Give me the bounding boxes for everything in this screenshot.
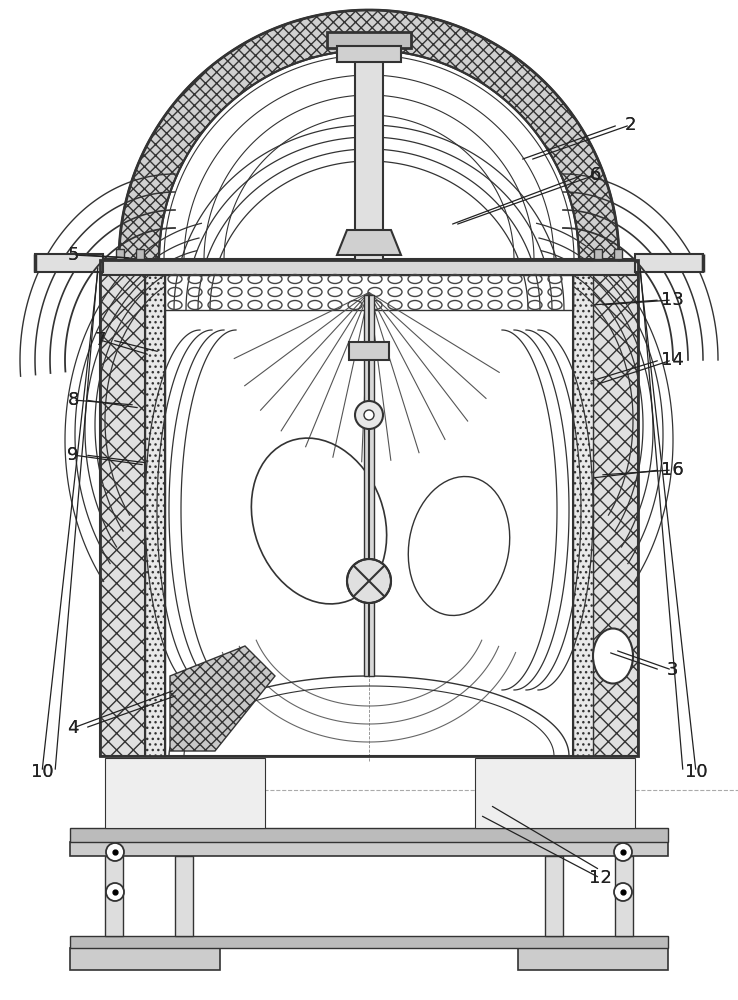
Text: 13: 13 xyxy=(661,291,683,309)
Polygon shape xyxy=(337,230,401,255)
Bar xyxy=(100,260,638,756)
Bar xyxy=(364,295,374,676)
Text: 2: 2 xyxy=(624,116,635,134)
Bar xyxy=(635,254,703,272)
Bar xyxy=(327,32,411,48)
Bar xyxy=(100,260,145,756)
Polygon shape xyxy=(170,646,275,751)
Text: 5: 5 xyxy=(67,246,79,264)
Ellipse shape xyxy=(593,629,633,684)
Text: 3: 3 xyxy=(666,661,677,679)
Text: 16: 16 xyxy=(661,461,683,479)
Circle shape xyxy=(106,883,124,901)
Text: 10: 10 xyxy=(685,763,707,781)
Bar xyxy=(105,758,265,828)
Bar xyxy=(70,828,668,842)
Circle shape xyxy=(364,410,374,420)
Bar xyxy=(105,856,123,936)
Text: 2: 2 xyxy=(624,116,635,134)
Text: 3: 3 xyxy=(666,661,677,679)
Bar xyxy=(70,936,668,948)
Bar xyxy=(136,249,144,259)
Bar xyxy=(70,948,220,970)
Text: 10: 10 xyxy=(31,763,53,781)
Text: 13: 13 xyxy=(661,291,683,309)
Bar xyxy=(614,249,622,259)
Text: 12: 12 xyxy=(589,869,612,887)
Text: 9: 9 xyxy=(67,446,79,464)
Text: 10: 10 xyxy=(685,763,707,781)
Bar xyxy=(545,856,563,936)
Text: 12: 12 xyxy=(589,869,612,887)
Circle shape xyxy=(106,843,124,861)
Text: 7: 7 xyxy=(94,331,106,349)
Circle shape xyxy=(614,843,632,861)
Bar xyxy=(615,856,633,936)
Bar xyxy=(175,856,193,936)
Bar xyxy=(102,259,636,275)
Text: 7: 7 xyxy=(94,331,106,349)
Bar xyxy=(349,342,389,360)
Text: 6: 6 xyxy=(590,166,601,184)
Bar xyxy=(145,260,165,756)
Circle shape xyxy=(614,883,632,901)
Text: 4: 4 xyxy=(67,719,79,737)
Bar xyxy=(165,275,573,310)
Text: 16: 16 xyxy=(661,461,683,479)
Bar xyxy=(337,46,401,62)
Bar xyxy=(475,758,635,828)
Text: 4: 4 xyxy=(67,719,79,737)
Bar xyxy=(594,249,602,259)
Bar xyxy=(518,948,668,970)
Bar xyxy=(35,254,103,272)
Text: 5: 5 xyxy=(67,246,79,264)
Text: 10: 10 xyxy=(31,763,53,781)
Circle shape xyxy=(355,401,383,429)
Bar xyxy=(593,260,638,756)
Text: 14: 14 xyxy=(661,351,683,369)
Text: 6: 6 xyxy=(590,166,601,184)
Bar xyxy=(355,40,383,260)
Bar xyxy=(70,842,668,856)
Text: 8: 8 xyxy=(67,391,79,409)
Bar xyxy=(573,260,593,756)
Circle shape xyxy=(347,559,391,603)
Text: 8: 8 xyxy=(67,391,79,409)
Text: 14: 14 xyxy=(661,351,683,369)
Bar xyxy=(116,249,124,259)
Text: 9: 9 xyxy=(67,446,79,464)
Polygon shape xyxy=(119,10,619,260)
